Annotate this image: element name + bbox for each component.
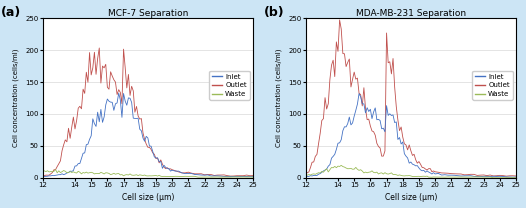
Title: MCF-7 Separation: MCF-7 Separation bbox=[108, 9, 188, 18]
X-axis label: Cell size (μm): Cell size (μm) bbox=[385, 193, 437, 202]
X-axis label: Cell size (μm): Cell size (μm) bbox=[122, 193, 174, 202]
Text: (a): (a) bbox=[1, 6, 21, 19]
Y-axis label: Cell concentration (cells/ml): Cell concentration (cells/ml) bbox=[276, 49, 282, 147]
Title: MDA-MB-231 Separation: MDA-MB-231 Separation bbox=[356, 9, 466, 18]
Text: (b): (b) bbox=[264, 6, 284, 19]
Legend: Inlet, Outlet, Waste: Inlet, Outlet, Waste bbox=[472, 71, 513, 100]
Y-axis label: Cell concentration (cells/ml): Cell concentration (cells/ml) bbox=[13, 49, 19, 147]
Legend: Inlet, Outlet, Waste: Inlet, Outlet, Waste bbox=[209, 71, 250, 100]
